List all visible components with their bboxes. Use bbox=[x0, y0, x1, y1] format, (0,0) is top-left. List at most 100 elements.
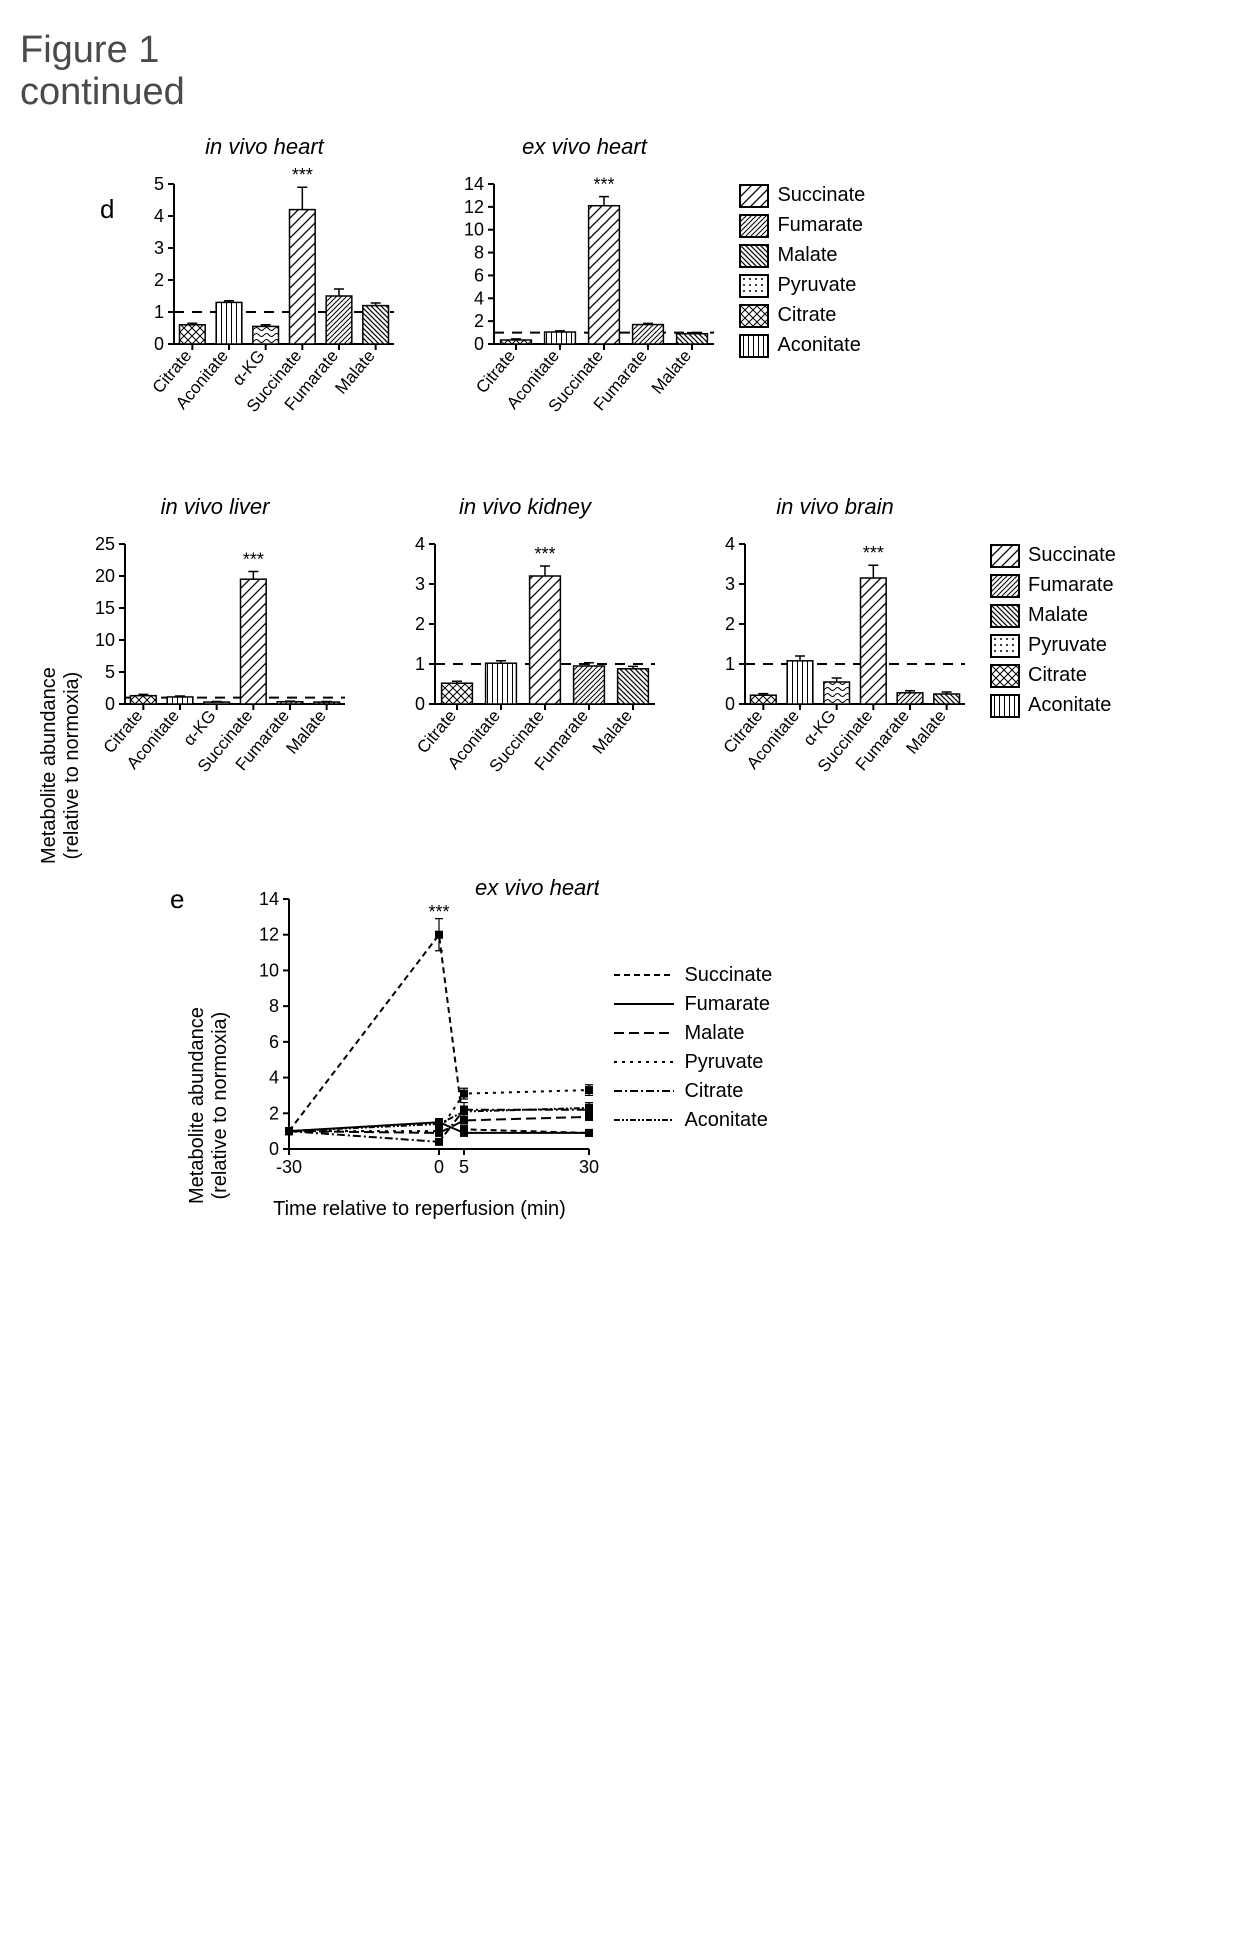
legend-item: Malate bbox=[739, 244, 865, 268]
legend-line-swatch bbox=[614, 964, 674, 986]
chart-exvivo-line: 02468101214-300530ex vivo heart*** bbox=[239, 874, 599, 1194]
legend-swatch bbox=[739, 334, 769, 358]
svg-text:8: 8 bbox=[474, 242, 484, 262]
legend-swatch bbox=[739, 184, 769, 208]
bar bbox=[363, 305, 389, 343]
legend-label: Succinate bbox=[1028, 544, 1116, 567]
legend-label: Pyruvate bbox=[1028, 634, 1107, 657]
legend-item: Pyruvate bbox=[614, 1051, 772, 1074]
bar-chart-svg: 01234CitrateAconitateSuccinate***Fumarat… bbox=[385, 524, 665, 804]
bar bbox=[861, 578, 887, 704]
svg-text:12: 12 bbox=[259, 924, 279, 944]
bar bbox=[589, 205, 620, 343]
svg-text:2: 2 bbox=[154, 270, 164, 290]
svg-text:***: *** bbox=[292, 165, 313, 185]
bar bbox=[277, 701, 303, 703]
svg-text:4: 4 bbox=[269, 1067, 279, 1087]
legend-item: Citrate bbox=[614, 1080, 772, 1103]
legend-item: Pyruvate bbox=[739, 274, 865, 298]
legend-label: Malate bbox=[777, 244, 837, 267]
legend-label: Citrate bbox=[684, 1080, 743, 1103]
line-chart-svg: 02468101214-300530ex vivo heart*** bbox=[239, 874, 599, 1194]
bar bbox=[501, 340, 532, 344]
bar bbox=[545, 332, 576, 344]
bar-chart-svg: 01234CitrateAconitateα-KGSuccinate***Fum… bbox=[695, 524, 975, 804]
svg-text:2: 2 bbox=[269, 1103, 279, 1123]
bar bbox=[241, 579, 267, 704]
svg-text:3: 3 bbox=[154, 238, 164, 258]
legend-bar: SuccinateFumarateMalatePyruvateCitrateAc… bbox=[739, 184, 865, 364]
panel-d-letter: d bbox=[100, 194, 114, 225]
bar bbox=[204, 702, 230, 704]
svg-text:5: 5 bbox=[459, 1157, 469, 1177]
bar bbox=[442, 683, 473, 704]
svg-text:5: 5 bbox=[105, 662, 115, 682]
chart-exvivo-heart: ex vivo heart02468101214CitrateAconitate… bbox=[444, 134, 724, 444]
svg-text:30: 30 bbox=[579, 1157, 599, 1177]
series-line bbox=[289, 934, 589, 1132]
legend-swatch bbox=[739, 304, 769, 328]
svg-text:Malate: Malate bbox=[589, 706, 636, 757]
legend-label: Malate bbox=[684, 1022, 744, 1045]
y-axis-label: Metabolite abundance(relative to normoxi… bbox=[186, 1007, 232, 1204]
bar bbox=[934, 694, 960, 704]
panel-e-letter: e bbox=[170, 884, 184, 915]
legend-item: Aconitate bbox=[990, 694, 1116, 718]
bar-chart-svg: 0510152025CitrateAconitateα-KGSuccinate*… bbox=[75, 524, 355, 804]
svg-text:1: 1 bbox=[415, 654, 425, 674]
bar bbox=[180, 324, 206, 343]
chart-title: in vivo kidney bbox=[385, 494, 665, 520]
legend-item: Citrate bbox=[739, 304, 865, 328]
svg-text:ex vivo heart: ex vivo heart bbox=[475, 875, 599, 900]
legend-label: Aconitate bbox=[1028, 694, 1111, 717]
legend-label: Malate bbox=[1028, 604, 1088, 627]
svg-text:5: 5 bbox=[154, 174, 164, 194]
chart-invivo-kidney: in vivo kidney01234CitrateAconitateSucci… bbox=[385, 494, 665, 804]
svg-text:20: 20 bbox=[95, 566, 115, 586]
svg-text:4: 4 bbox=[415, 534, 425, 554]
svg-text:0: 0 bbox=[474, 334, 484, 354]
legend-bar: SuccinateFumarateMalatePyruvateCitrateAc… bbox=[990, 544, 1116, 724]
bar bbox=[787, 660, 813, 703]
svg-text:Malate: Malate bbox=[282, 706, 329, 757]
legend-item: Pyruvate bbox=[990, 634, 1116, 658]
x-axis-label: Time relative to reperfusion (min) bbox=[239, 1198, 599, 1221]
legend-label: Citrate bbox=[777, 304, 836, 327]
legend-line-swatch bbox=[614, 1080, 674, 1102]
legend-swatch bbox=[739, 244, 769, 268]
svg-text:14: 14 bbox=[259, 889, 279, 909]
legend-swatch bbox=[990, 574, 1020, 598]
legend-line: Succinate Fumarate Malate Pyruvate Citrate Ac… bbox=[614, 964, 772, 1138]
svg-text:4: 4 bbox=[725, 534, 735, 554]
svg-text:Malate: Malate bbox=[902, 706, 949, 757]
svg-text:***: *** bbox=[429, 901, 450, 921]
legend-label: Aconitate bbox=[684, 1109, 767, 1132]
svg-text:15: 15 bbox=[95, 598, 115, 618]
legend-line-swatch bbox=[614, 1022, 674, 1044]
legend-line-swatch bbox=[614, 993, 674, 1015]
legend-swatch bbox=[990, 544, 1020, 568]
svg-text:Malate: Malate bbox=[332, 346, 379, 397]
svg-text:3: 3 bbox=[415, 574, 425, 594]
legend-item: Fumarate bbox=[990, 574, 1116, 598]
bar bbox=[131, 695, 157, 703]
bar bbox=[530, 576, 561, 704]
chart-title: in vivo brain bbox=[695, 494, 975, 520]
legend-label: Succinate bbox=[777, 184, 865, 207]
svg-text:0: 0 bbox=[105, 694, 115, 714]
legend-swatch bbox=[990, 694, 1020, 718]
legend-item: Succinate bbox=[614, 964, 772, 987]
svg-text:***: *** bbox=[243, 549, 264, 569]
legend-label: Fumarate bbox=[684, 993, 770, 1016]
legend-line-swatch bbox=[614, 1109, 674, 1131]
legend-item: Aconitate bbox=[614, 1109, 772, 1132]
svg-text:2: 2 bbox=[725, 614, 735, 634]
svg-text:8: 8 bbox=[269, 996, 279, 1016]
bar bbox=[897, 692, 923, 703]
svg-text:10: 10 bbox=[464, 219, 484, 239]
svg-text:0: 0 bbox=[269, 1139, 279, 1159]
legend-swatch bbox=[990, 664, 1020, 688]
legend-label: Pyruvate bbox=[684, 1051, 763, 1074]
svg-text:2: 2 bbox=[415, 614, 425, 634]
legend-item: Aconitate bbox=[739, 334, 865, 358]
